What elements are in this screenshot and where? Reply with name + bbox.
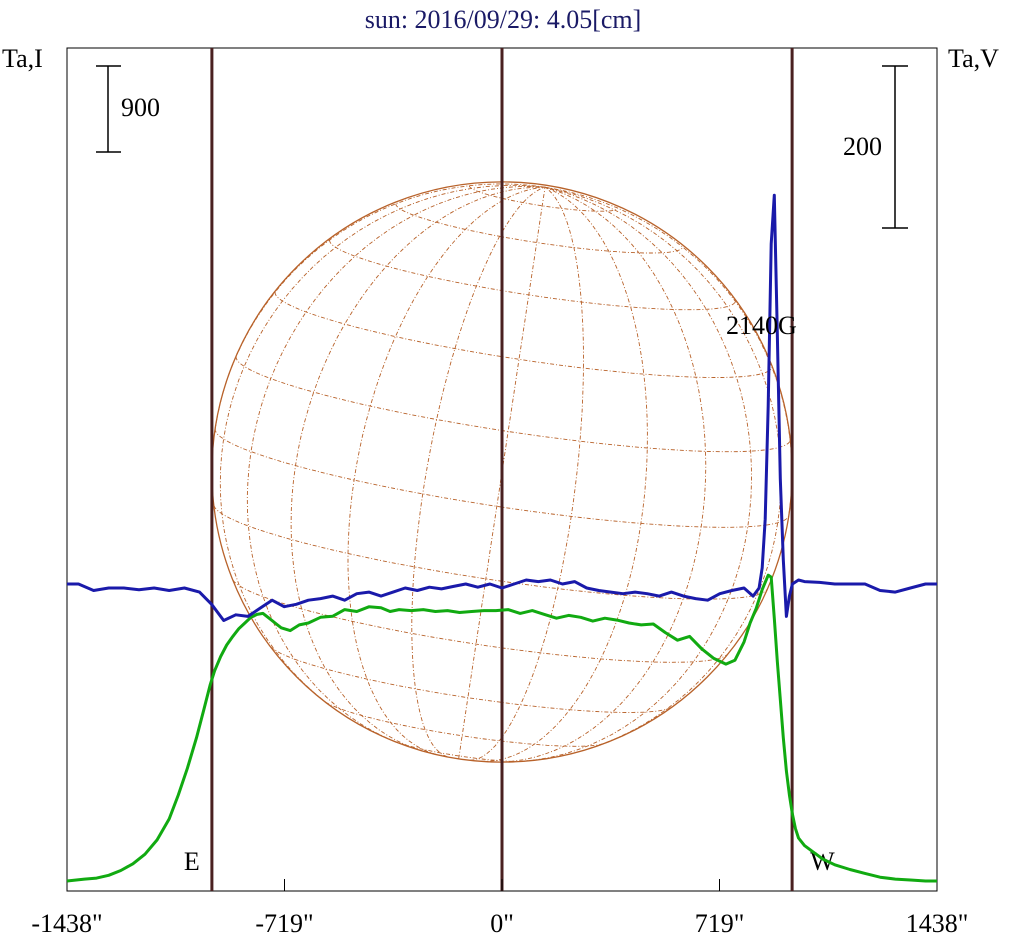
disk-grid-latitude xyxy=(325,701,603,747)
x-tick-label: -1438" xyxy=(31,909,102,938)
disk-grid-meridian xyxy=(470,186,584,761)
disk-grid-meridian xyxy=(523,186,752,762)
series-v-line xyxy=(67,193,937,622)
left-axis-label: Ta,I xyxy=(2,44,43,73)
series-lines xyxy=(66,193,937,883)
disk-grid-latitude xyxy=(468,185,619,212)
right-axis-label: Ta,V xyxy=(948,44,999,73)
disk-grid-meridian xyxy=(544,186,782,750)
right-scale-label: 200 xyxy=(843,132,882,161)
disk-grid-meridian xyxy=(501,186,707,763)
x-tick-label: 0" xyxy=(490,909,514,938)
disk-grid-latitude xyxy=(213,505,768,600)
disk-grid-meridian xyxy=(347,186,546,755)
disk-grid-latitude xyxy=(274,292,773,378)
disk-grid-latitude xyxy=(395,203,684,254)
disk-grid-meridian xyxy=(219,184,546,712)
disk-grid-meridian xyxy=(290,186,546,750)
chart-title: sun: 2016/09/29: 4.05[cm] xyxy=(365,5,642,34)
x-tick-label: 1438" xyxy=(906,909,969,938)
right-scale-bar: 200 xyxy=(843,65,908,229)
disk-grid-latitude xyxy=(329,239,736,311)
disk-grid-meridian xyxy=(411,186,546,758)
x-tick-label: 719" xyxy=(695,909,745,938)
left-scale-bar: 900 xyxy=(96,65,160,153)
limb-marker-label: E xyxy=(184,847,200,876)
series-i-line xyxy=(66,573,937,883)
disk-grid-meridian xyxy=(246,186,546,743)
disk-grid-latitude xyxy=(232,579,728,663)
x-tick-label: -719" xyxy=(255,909,313,938)
disk-grid-latitude xyxy=(393,740,527,762)
left-scale-label: 900 xyxy=(121,93,160,122)
x-axis-ticks: -1438" -719" 0" 719" 1438" xyxy=(31,879,968,938)
annotation-2140g: 2140G xyxy=(726,311,797,340)
disk-grid-meridian xyxy=(481,186,648,762)
disk-grid-latitude xyxy=(270,646,672,713)
disk-grid-latitude xyxy=(235,356,791,453)
disk-grid-meridian xyxy=(544,186,793,516)
